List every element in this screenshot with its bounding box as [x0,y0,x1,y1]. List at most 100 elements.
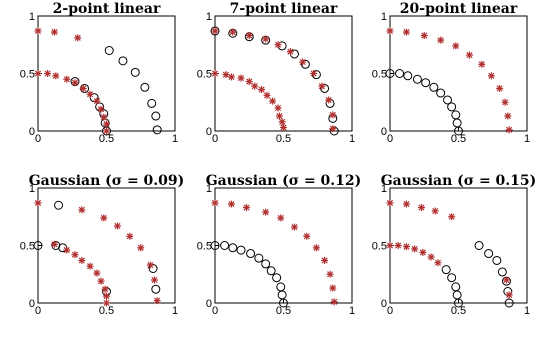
star-point [97,105,105,113]
star-point [330,298,338,306]
star-point [496,84,504,92]
star-point [100,214,108,222]
star-point [103,299,110,307]
panel-5: Gaussian (σ = 0.12) 0 0.5 1 0 0.5 1 [197,173,362,317]
star-point [63,246,71,254]
star-point [386,27,394,35]
circle-point [236,245,246,255]
star-point [222,71,230,79]
star-point [50,240,58,248]
star-point [93,97,101,105]
star-point [153,297,161,305]
y-tick-label: 0.5 [372,241,387,253]
y-tick-label: 0.5 [197,241,212,253]
x-tick-label: 1 [524,305,530,317]
star-point [487,72,495,80]
star-point [402,28,410,36]
x-tick-label: 0 [387,305,393,317]
panel-title: Gaussian (σ = 0.09) [29,173,185,189]
star-point [502,276,510,284]
star-point [245,78,253,86]
star-point [505,291,513,299]
star-point [269,97,277,105]
star-point [78,256,86,264]
y-tick-label: 0 [381,298,387,310]
star-point [277,214,285,222]
star-point [211,27,219,35]
plot-frame [37,15,176,132]
star-point [427,253,435,261]
star-point [150,276,158,284]
star-point [465,51,473,59]
y-tick-label: 1 [206,183,212,195]
star-point [318,82,326,90]
star-point [34,199,42,207]
y-tick-label: 0.5 [197,69,212,81]
circle-point [266,266,276,276]
x-tick-label: 0.5 [451,305,466,317]
star-point [394,242,402,249]
star-point [245,32,253,40]
star-point [434,259,442,267]
star-point [431,207,439,215]
star-point [299,58,307,66]
circle-point [51,241,61,250]
circle-point [147,98,157,108]
star-point [329,111,337,119]
x-tick-label: 0.5 [276,133,291,145]
circle-point [300,59,310,69]
star-point [325,96,333,104]
circle-point [254,253,264,263]
star-point [501,98,509,106]
circle-point [210,26,220,36]
star-point [97,277,105,285]
star-point [251,82,259,90]
star-point [74,34,82,42]
circle-point [497,267,507,277]
star-point [326,270,334,278]
star-point [452,42,460,50]
star-point [113,222,121,230]
star-point [505,126,513,134]
star-point [286,48,294,56]
star-point [275,112,283,120]
star-point [303,232,311,240]
star-point [278,118,286,126]
x-tick-label: 0.5 [276,305,291,317]
y-tick-label: 0.5 [20,241,35,253]
star-point [274,41,282,49]
y-tick-label: 1 [381,11,387,23]
circle-point [220,241,230,250]
star-point [227,200,235,208]
star-point [103,127,110,135]
x-tick-label: 0 [35,305,41,317]
panel-2: 7-point linear 0 0.5 1 0 0.5 1 [197,1,355,145]
star-point [274,104,282,112]
star-point [478,60,486,68]
star-point [227,73,235,81]
y-tick-label: 0 [206,126,212,138]
y-tick-label: 1 [381,183,387,195]
star-point [63,75,71,83]
star-point [258,86,266,94]
star-point [103,292,110,300]
star-point [437,36,445,44]
circle-point [403,71,413,81]
star-point [101,285,109,293]
panel-3: 20-point linear 0 0.5 1 0 0.5 1 [372,1,530,145]
star-point [243,204,251,212]
star-point [78,206,86,214]
x-tick-label: 1 [172,133,178,145]
star-point [402,200,410,208]
panel-1: 2-point linear 0 0.5 1 0 0.5 1 [20,1,178,145]
circle-point [395,69,405,78]
y-tick-label: 1 [29,183,35,195]
circle-point [429,82,439,92]
circle-point [492,255,502,265]
circle-point [151,284,161,294]
star-point [280,124,287,132]
star-point [86,262,94,270]
panel-6: Gaussian (σ = 0.15) 0 0.5 1 0 0.5 1 [372,173,537,317]
y-tick-label: 0.5 [372,69,387,81]
circle-point [484,249,494,259]
